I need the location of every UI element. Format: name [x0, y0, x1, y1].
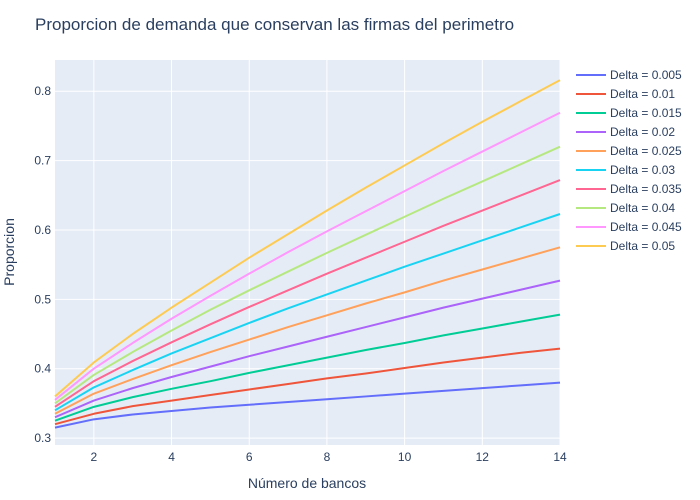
- series-line-6: [54, 213, 561, 412]
- legend-item[interactable]: Delta = 0.035: [576, 182, 682, 196]
- legend-label: Delta = 0.03: [610, 163, 675, 177]
- legend-item[interactable]: Delta = 0.025: [576, 144, 682, 158]
- series-line-2: [54, 347, 561, 426]
- chart-title: Proporcion de demanda que conservan las …: [35, 15, 514, 34]
- series-line-5: [54, 246, 561, 415]
- x-axis-ticks: 2 4 6 8 10 12 14: [91, 450, 567, 464]
- legend-label: Delta = 0.05: [610, 239, 675, 253]
- x-tick-label: 2: [91, 450, 98, 464]
- legend-label: Delta = 0.04: [610, 201, 675, 215]
- legend-item[interactable]: Delta = 0.05: [576, 239, 675, 253]
- x-tick-label: 10: [398, 450, 412, 464]
- y-tick-label: 0.6: [34, 223, 51, 237]
- y-axis-title: Proporcion: [1, 218, 17, 286]
- x-tick-label: 6: [246, 450, 253, 464]
- legend-item[interactable]: Delta = 0.02: [576, 125, 675, 139]
- legend-label: Delta = 0.045: [610, 220, 682, 234]
- y-tick-label: 0.4: [34, 362, 51, 376]
- series-line-7: [54, 179, 561, 408]
- y-tick-label: 0.5: [34, 292, 51, 306]
- legend[interactable]: Delta = 0.005 Delta = 0.01 Delta = 0.015 De…: [576, 68, 682, 253]
- series-line-9: [54, 111, 561, 401]
- y-tick-label: 0.7: [34, 154, 51, 168]
- legend-label: Delta = 0.015: [610, 106, 682, 120]
- x-tick-label: 4: [168, 450, 175, 464]
- legend-label: Delta = 0.02: [610, 125, 675, 139]
- legend-item[interactable]: Delta = 0.04: [576, 201, 675, 215]
- x-tick-label: 8: [324, 450, 331, 464]
- legend-label: Delta = 0.025: [610, 144, 682, 158]
- series-lines: [54, 79, 561, 429]
- series-line-8: [54, 145, 561, 405]
- x-tick-label: 12: [476, 450, 490, 464]
- y-axis-ticks: 0.3 0.4 0.5 0.6 0.7 0.8: [34, 84, 51, 445]
- series-line-3: [54, 313, 561, 422]
- x-tick-label: 14: [553, 450, 567, 464]
- x-axis-title: Número de bancos: [248, 475, 366, 491]
- legend-label: Delta = 0.035: [610, 182, 682, 196]
- legend-item[interactable]: Delta = 0.015: [576, 106, 682, 120]
- series-line-4: [54, 279, 561, 419]
- series-line-10: [54, 79, 561, 398]
- legend-item[interactable]: Delta = 0.005: [576, 68, 682, 82]
- legend-item[interactable]: Delta = 0.045: [576, 220, 682, 234]
- legend-label: Delta = 0.005: [610, 68, 682, 82]
- y-tick-label: 0.8: [34, 84, 51, 98]
- legend-item[interactable]: Delta = 0.01: [576, 87, 675, 101]
- y-tick-label: 0.3: [34, 431, 51, 445]
- legend-item[interactable]: Delta = 0.03: [576, 163, 675, 177]
- series-line-1: [54, 381, 561, 429]
- legend-label: Delta = 0.01: [610, 87, 675, 101]
